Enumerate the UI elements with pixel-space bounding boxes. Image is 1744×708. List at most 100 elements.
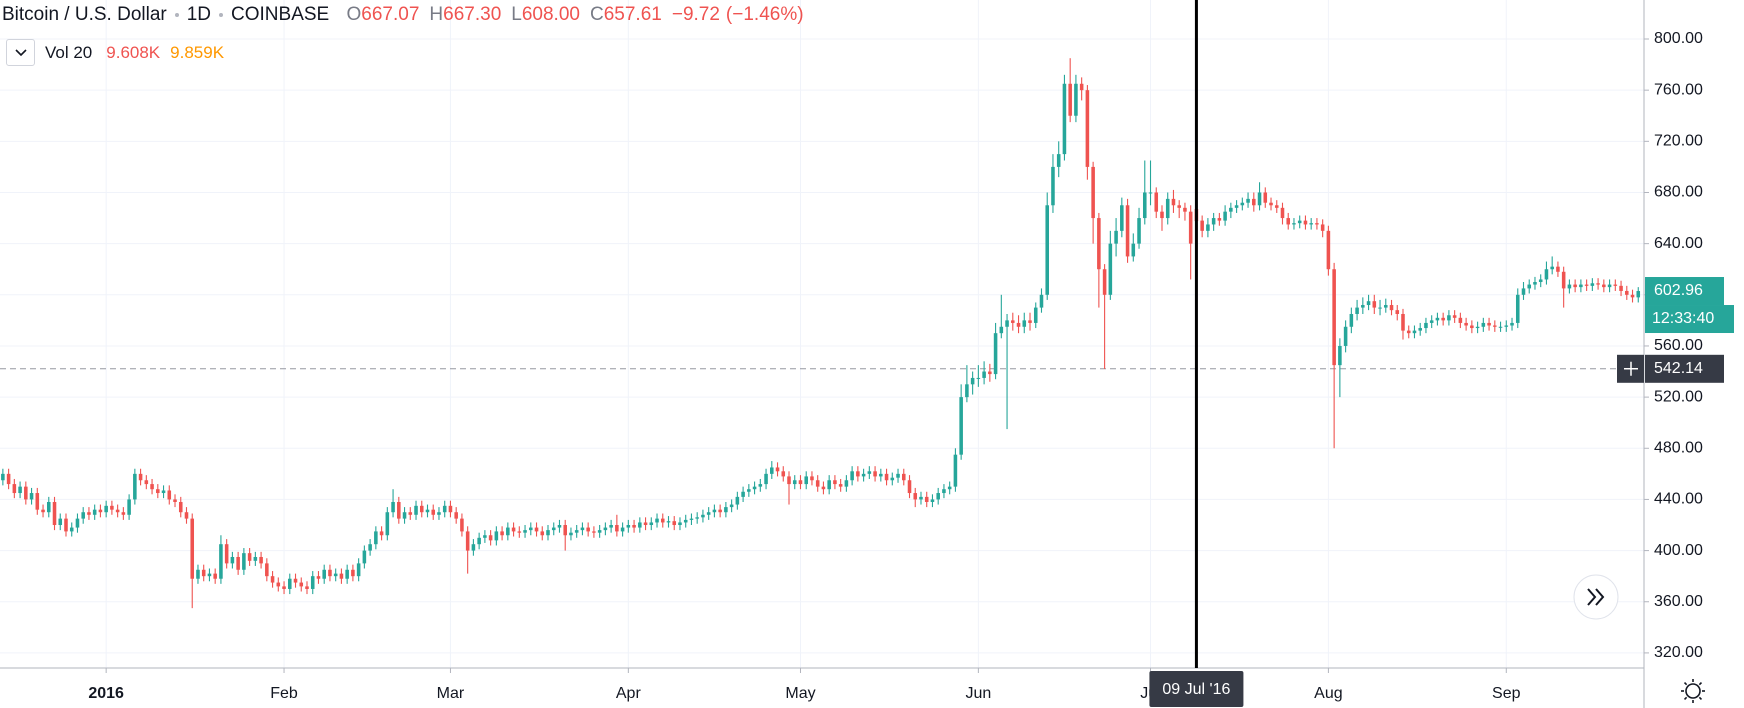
candle-body — [385, 512, 390, 536]
candle-body — [1573, 284, 1577, 288]
x-tick-label: Sep — [1492, 685, 1521, 702]
candle-body — [1085, 90, 1090, 167]
candle-body — [196, 569, 200, 579]
collapse-button[interactable] — [6, 39, 35, 66]
candle-body — [288, 578, 292, 589]
candle-body — [1062, 83, 1067, 155]
candle-body — [488, 535, 493, 541]
candle-body — [500, 531, 504, 536]
candle-body — [408, 512, 413, 515]
candle-body — [1183, 207, 1187, 212]
candle-body — [1447, 315, 1451, 321]
candle-body — [1607, 284, 1612, 288]
candle-body — [1286, 218, 1291, 225]
x-tick-label: Jun — [965, 685, 991, 702]
candle-body — [345, 569, 349, 579]
candle-body — [672, 521, 677, 526]
candle-body — [1625, 290, 1629, 295]
candle-body — [580, 527, 585, 531]
candle-body — [804, 476, 808, 485]
candle-body — [454, 512, 458, 519]
candle-body — [1068, 83, 1072, 116]
symbol: Bitcoin / U.S. Dollar — [2, 4, 167, 26]
candle-body — [815, 480, 820, 487]
candle-body — [127, 499, 131, 515]
candle-body — [626, 525, 631, 528]
candle-body — [483, 535, 487, 538]
volume-value: 9.608K — [106, 42, 161, 62]
candle-body — [207, 573, 212, 577]
candle-body — [69, 527, 74, 532]
candle-body — [1515, 294, 1520, 323]
candle-body — [867, 471, 872, 474]
candle-body — [333, 573, 338, 577]
candle-body — [1395, 310, 1400, 314]
candle-body — [942, 489, 946, 494]
candle-body — [563, 525, 567, 536]
candle-body — [265, 563, 269, 577]
candle-body — [1596, 283, 1600, 285]
candle-body — [844, 480, 849, 487]
candle-body — [947, 486, 952, 490]
candle-body — [299, 582, 304, 587]
candle-body — [729, 504, 734, 508]
candle-body — [1188, 211, 1193, 244]
candle-body — [695, 517, 699, 519]
candle-body — [494, 531, 499, 541]
candle-body — [747, 489, 751, 492]
candle-body — [982, 371, 986, 378]
candle-body — [1361, 305, 1365, 308]
candle-body — [161, 490, 166, 494]
candle-body — [64, 518, 68, 532]
candle-body — [1366, 301, 1371, 306]
candle-body — [976, 377, 981, 379]
candle-body — [92, 509, 97, 515]
candle-body — [666, 521, 671, 523]
candle-body — [1475, 326, 1480, 329]
symbol-legend: Bitcoin / U.S. Dollar 1D COINBASE O667.07 H… — [2, 4, 804, 26]
candle-body — [1567, 284, 1572, 289]
candle-body — [1148, 192, 1153, 194]
candle-body — [706, 512, 711, 515]
candle-body — [1016, 322, 1021, 327]
candle-body — [775, 467, 780, 472]
candle-body — [1102, 269, 1107, 295]
candle-body — [890, 477, 895, 481]
candle-body — [1527, 284, 1532, 289]
candle-body — [953, 454, 958, 487]
candle-body — [999, 326, 1004, 334]
candle-body — [574, 530, 579, 533]
chevrons-icon — [1587, 588, 1605, 606]
candle-body — [529, 527, 533, 531]
candle-body — [856, 471, 860, 477]
ohlc-value: 657.61 — [603, 4, 662, 25]
crosshair-time-label: 09 Jul '16 — [1162, 681, 1230, 698]
crosshair-price-box — [1645, 354, 1724, 383]
candle-body — [178, 501, 183, 513]
candle-body — [1533, 282, 1537, 285]
candle-body — [98, 509, 103, 513]
candle-body — [569, 532, 573, 536]
candle-body — [253, 556, 258, 561]
candle-body — [781, 471, 786, 477]
candle-body — [1343, 326, 1348, 346]
candle-body — [190, 518, 195, 579]
candle-body — [173, 499, 177, 502]
candle-body — [758, 484, 763, 487]
settings-button[interactable] — [1685, 683, 1701, 699]
candle-body — [1412, 330, 1417, 334]
candle-body — [632, 525, 636, 528]
candle-body — [1332, 269, 1336, 366]
candle-body — [133, 473, 137, 500]
candle-body — [1481, 322, 1486, 327]
separator — [219, 13, 224, 18]
y-tick-label: 440.00 — [1654, 491, 1703, 508]
candle-body — [724, 507, 728, 513]
candle-body — [1022, 320, 1027, 327]
candle-body — [1051, 166, 1055, 206]
candle-body — [379, 531, 384, 536]
candle-body — [850, 471, 854, 481]
candle-body — [1074, 83, 1078, 116]
candle-body — [328, 569, 332, 577]
candle-body — [1487, 322, 1491, 326]
